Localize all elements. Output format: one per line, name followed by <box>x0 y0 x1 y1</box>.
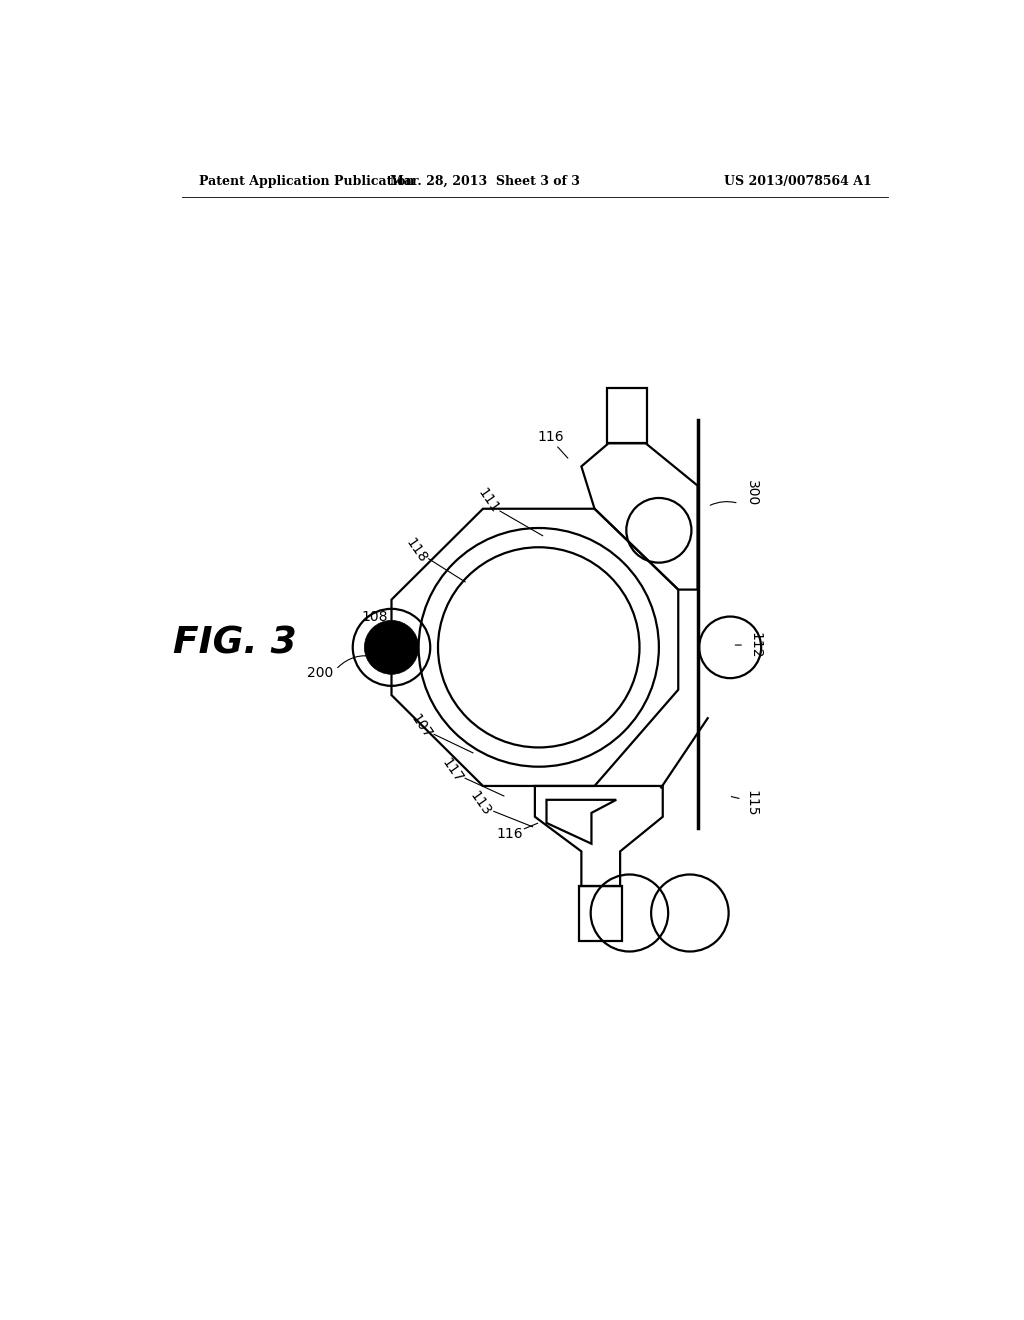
Bar <box>579 886 623 941</box>
Text: 113: 113 <box>467 789 494 818</box>
Text: 116: 116 <box>537 430 563 444</box>
Text: FIG. 3: FIG. 3 <box>173 626 297 661</box>
Text: 111: 111 <box>475 486 502 516</box>
Text: 108: 108 <box>361 610 388 623</box>
Text: 116: 116 <box>496 828 522 841</box>
Text: 200: 200 <box>307 665 334 680</box>
Text: 112: 112 <box>749 632 763 659</box>
Text: 115: 115 <box>744 791 759 817</box>
Text: US 2013/0078564 A1: US 2013/0078564 A1 <box>724 176 872 187</box>
Circle shape <box>365 620 419 675</box>
Text: Patent Application Publication: Patent Application Publication <box>200 176 415 187</box>
Text: 107: 107 <box>408 711 434 742</box>
Text: 118: 118 <box>402 536 430 566</box>
Bar <box>607 388 647 444</box>
Text: 117: 117 <box>438 755 465 785</box>
Text: Mar. 28, 2013  Sheet 3 of 3: Mar. 28, 2013 Sheet 3 of 3 <box>389 176 580 187</box>
Text: 300: 300 <box>744 480 759 507</box>
